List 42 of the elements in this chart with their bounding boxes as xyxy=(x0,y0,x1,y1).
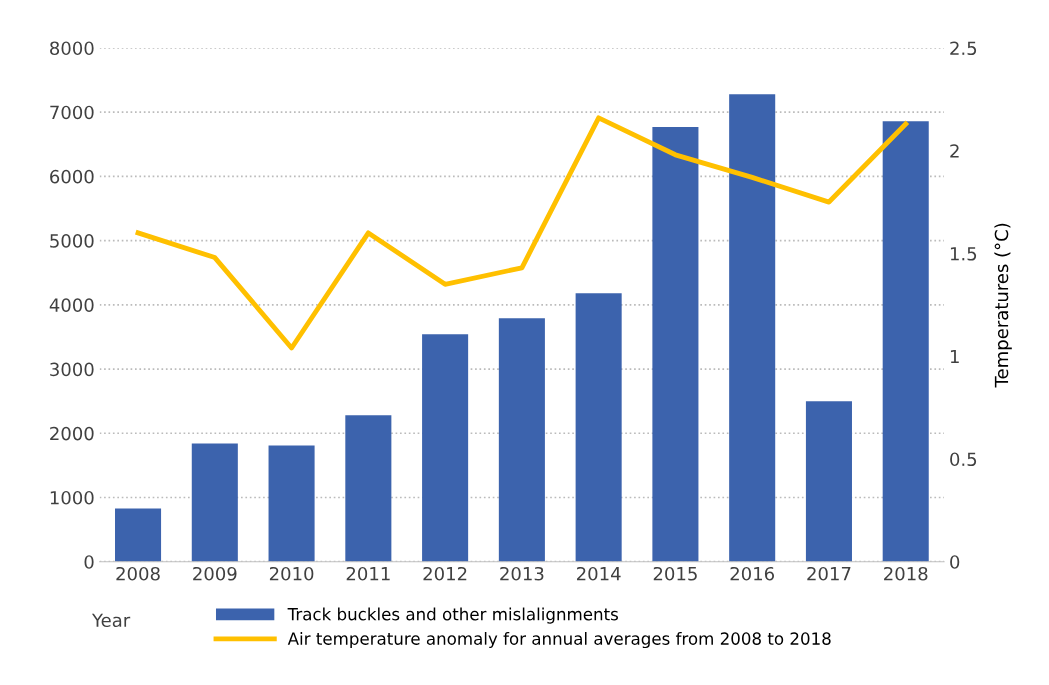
y-tick-label: 1000 xyxy=(50,490,94,505)
y-tick-label: 5000 xyxy=(50,234,94,248)
y-tick-label: 4000 xyxy=(49,298,94,312)
bar xyxy=(652,126,699,562)
y-tick-label: 2000 xyxy=(50,426,94,441)
x-tick-label: 2009 xyxy=(193,566,237,581)
x-tick-label: 2018 xyxy=(884,566,928,581)
x-tick-label: 2013 xyxy=(500,566,544,581)
y-tick-label: 7000 xyxy=(50,105,94,120)
bar xyxy=(191,443,238,562)
x-tick-label: 2008 xyxy=(116,566,160,581)
bar xyxy=(805,401,852,562)
y-tick-label: 6000 xyxy=(50,169,94,184)
x-tick-label: 2015 xyxy=(653,566,697,581)
x-tick-label: 2014 xyxy=(576,566,621,581)
legend-label: Air temperature anomaly for annual averages from 2008 to 2018 xyxy=(287,631,831,649)
bar xyxy=(498,318,545,562)
bar xyxy=(882,121,929,562)
x-tick-label: 2017 xyxy=(807,566,851,581)
x-tick-label: 2016 xyxy=(730,566,775,581)
x-tick-label: 2010 xyxy=(269,566,314,581)
y2-tick-label: 2.5 xyxy=(950,41,977,56)
x-tick-label: 2012 xyxy=(423,566,467,581)
y-tick-label: 3000 xyxy=(50,362,94,377)
y2-axis-title: Temperatures (°C) xyxy=(994,223,1012,388)
y2-tick-label: 2 xyxy=(950,144,959,158)
bar xyxy=(729,94,776,562)
y-tick-label: 8000 xyxy=(50,41,94,56)
legend-label: Track buckles and other mislalignments xyxy=(287,607,618,624)
x-axis-title: Year xyxy=(91,613,131,628)
bar xyxy=(422,334,469,562)
y2-tick-label: 0 xyxy=(950,555,960,569)
bar xyxy=(268,445,315,562)
bar xyxy=(115,508,162,562)
y2-tick-label: 0.5 xyxy=(950,452,977,467)
bar xyxy=(575,293,622,562)
y-tick-label: 0 xyxy=(84,555,94,569)
y2-tick-label: 1.5 xyxy=(950,247,977,261)
y2-tick-label: 1 xyxy=(950,349,959,364)
x-tick-label: 2011 xyxy=(346,566,390,581)
line-series xyxy=(135,115,909,351)
bar xyxy=(345,415,392,562)
